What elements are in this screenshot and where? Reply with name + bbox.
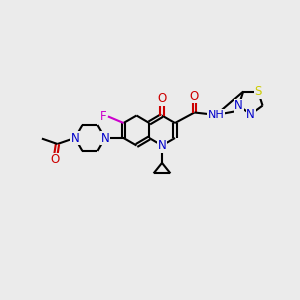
Text: N: N [70, 131, 79, 145]
Text: N: N [100, 131, 109, 145]
Text: NH: NH [208, 110, 224, 120]
Text: F: F [100, 110, 107, 123]
Text: N: N [234, 99, 243, 112]
Text: S: S [254, 85, 262, 98]
Text: O: O [50, 153, 60, 166]
Text: O: O [190, 89, 199, 103]
Text: N: N [100, 131, 109, 145]
Text: O: O [158, 92, 166, 106]
Text: N: N [246, 108, 255, 121]
Text: N: N [158, 139, 166, 152]
